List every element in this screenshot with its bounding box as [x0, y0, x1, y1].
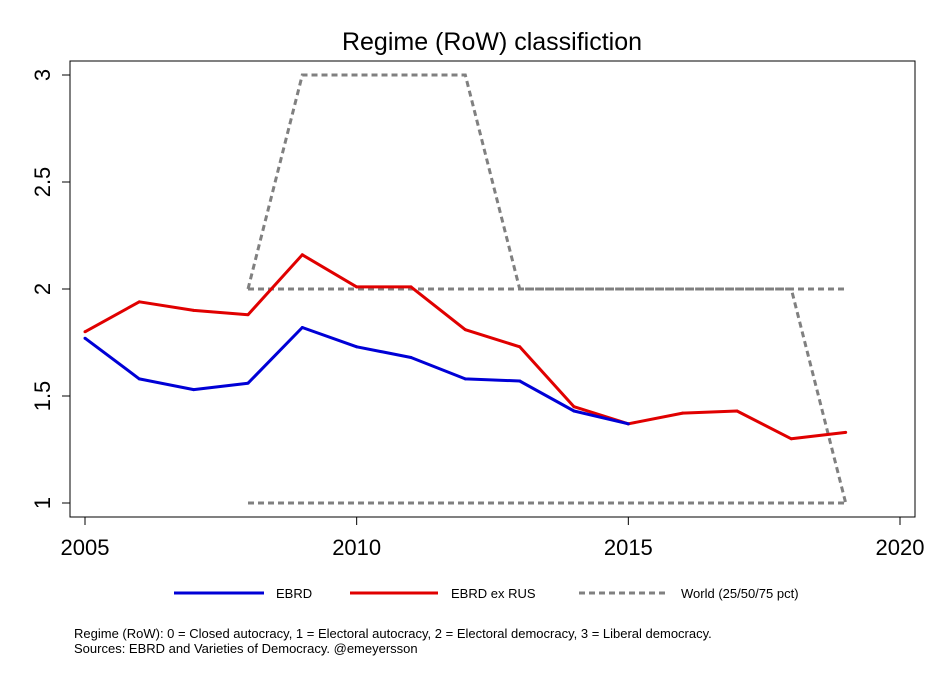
data-point — [83, 330, 87, 334]
data-point — [355, 285, 359, 289]
legend: EBRD EBRD ex RUS World (25/50/75 pct) — [174, 586, 799, 601]
data-point — [463, 377, 467, 381]
x-axis: 2005 2010 2015 2020 — [61, 517, 925, 560]
data-point — [844, 430, 848, 434]
x-tick-label: 2005 — [61, 535, 110, 560]
data-point — [246, 381, 250, 385]
y-tick-label: 1 — [30, 497, 55, 509]
data-point — [137, 377, 141, 381]
y-tick-label: 2 — [30, 283, 55, 295]
series-lines — [83, 73, 848, 505]
data-point — [735, 409, 739, 413]
x-tick-label: 2015 — [604, 535, 653, 560]
data-point — [626, 422, 630, 426]
chart-title: Regime (RoW) classifiction — [342, 28, 642, 56]
data-point — [192, 388, 196, 392]
data-point — [572, 405, 576, 409]
data-point — [518, 379, 522, 383]
data-point — [83, 336, 87, 340]
legend-label: World (25/50/75 pct) — [681, 586, 799, 601]
data-point — [409, 285, 413, 289]
data-point — [355, 345, 359, 349]
world-p75-line — [246, 73, 848, 504]
data-point — [681, 411, 685, 415]
footnote-definition: Regime (RoW): 0 = Closed autocracy, 1 = … — [74, 626, 712, 641]
data-point — [572, 409, 576, 413]
data-point — [300, 326, 304, 330]
data-point — [137, 300, 141, 304]
footnote-sources: Sources: EBRD and Varieties of Democracy… — [74, 641, 418, 656]
data-point — [192, 308, 196, 312]
legend-item: World (25/50/75 pct) — [579, 586, 799, 601]
legend-item: EBRD — [174, 586, 312, 601]
data-point — [518, 345, 522, 349]
data-point — [300, 253, 304, 257]
series-ebrd-ex-rus — [83, 253, 848, 441]
data-point — [409, 355, 413, 359]
data-point — [246, 313, 250, 317]
y-tick-label: 1.5 — [30, 381, 55, 412]
x-tick-label: 2010 — [332, 535, 381, 560]
data-point — [789, 437, 793, 441]
series-ebrd — [83, 326, 630, 426]
y-axis: 1 1.5 2 2.5 3 — [30, 69, 70, 509]
legend-label: EBRD ex RUS — [451, 586, 536, 601]
x-tick-label: 2020 — [876, 535, 925, 560]
y-tick-label: 2.5 — [30, 167, 55, 198]
y-tick-label: 3 — [30, 69, 55, 81]
legend-label: EBRD — [276, 586, 312, 601]
data-point — [463, 328, 467, 332]
legend-item: EBRD ex RUS — [350, 586, 536, 601]
